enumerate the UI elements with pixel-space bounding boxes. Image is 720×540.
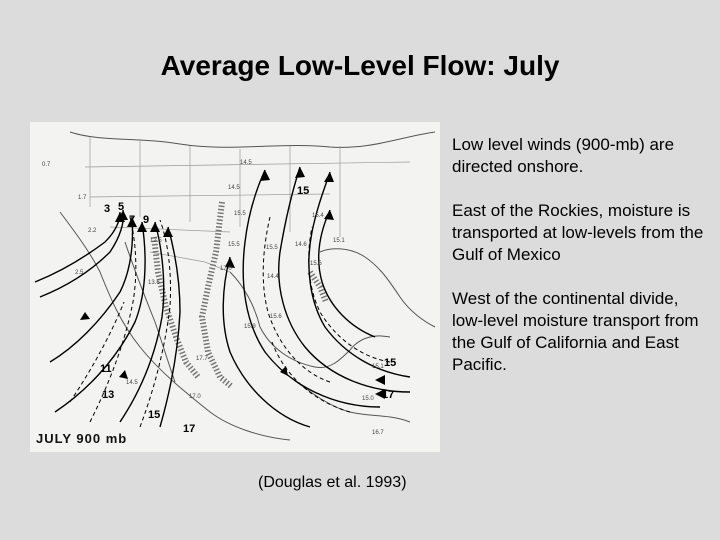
western-isotachs: [69, 216, 171, 428]
map-labels: 3 5 7 9 11 13 15 17 15 15 17 0.7 1.7 2.2…: [42, 160, 396, 436]
boundaries: [84, 137, 411, 273]
value-label: 15.5: [266, 245, 278, 251]
value-label: 16.7: [372, 430, 384, 436]
map-caption: JULY 900 mb: [36, 431, 128, 446]
slide-title: Average Low-Level Flow: July: [160, 50, 560, 81]
value-label: 15.4: [312, 213, 324, 219]
isotach-label: 17: [382, 389, 394, 401]
value-label: 15.9: [244, 324, 256, 330]
value-label: 15.5: [234, 211, 246, 217]
value-label: 13.6: [148, 280, 160, 286]
value-label: 17.7: [196, 356, 208, 362]
bullet-item: West of the continental divide, low-leve…: [452, 289, 699, 374]
value-label: 14.5: [228, 185, 240, 191]
isotach-label: 3: [104, 203, 110, 215]
isotach-label: 7: [129, 214, 135, 226]
value-label: 15.5: [228, 242, 240, 248]
value-label: 14.6: [295, 242, 307, 248]
value-label: 14.5: [240, 160, 252, 166]
isotach-label: 5: [118, 201, 124, 213]
isotach-label: 15: [384, 357, 396, 369]
value-label: 2.2: [88, 228, 97, 234]
value-label: 0.7: [42, 162, 51, 168]
value-label: 17.0: [220, 266, 232, 272]
map-figure: [34, 131, 436, 441]
isotach-label: 15: [297, 185, 309, 197]
western-streamlines: [34, 209, 181, 428]
value-label: 15.1: [372, 364, 384, 370]
bullet-item: Low level winds (900-mb) are directed on…: [452, 135, 675, 176]
value-label: 14.4: [267, 274, 279, 280]
value-label: 12.5: [150, 238, 162, 244]
value-label: 17.0: [189, 394, 201, 400]
value-label: 15.6: [270, 314, 282, 320]
wind-flow-map: 3 5 7 9 11 13 15 17 15 15 17 0.7 1.7 2.2…: [30, 122, 440, 452]
isotach-label: 17: [183, 423, 195, 435]
value-label: 15.6: [310, 261, 322, 267]
bullet-list: Low level winds (900-mb) are directed on…: [452, 134, 712, 398]
value-label: 2.5: [75, 270, 84, 276]
eastern-streamlines: [222, 166, 411, 428]
value-label: 14.5: [126, 380, 138, 386]
eastern-isotachs: [262, 216, 391, 413]
isotach-label: 11: [100, 363, 112, 375]
isotach-label: 15: [148, 409, 160, 421]
continental-divide-hatching: [151, 201, 329, 390]
isotach-label: 9: [143, 214, 149, 226]
isotach-label: 13: [102, 389, 114, 401]
value-label: 15.0: [362, 396, 374, 402]
value-label: 1.7: [78, 195, 87, 201]
citation: (Douglas et al. 1993): [258, 474, 407, 491]
flow-arrowheads: [80, 167, 385, 399]
value-label: 15.1: [333, 238, 345, 244]
bullet-item: East of the Rockies, moisture is transpo…: [452, 201, 704, 264]
